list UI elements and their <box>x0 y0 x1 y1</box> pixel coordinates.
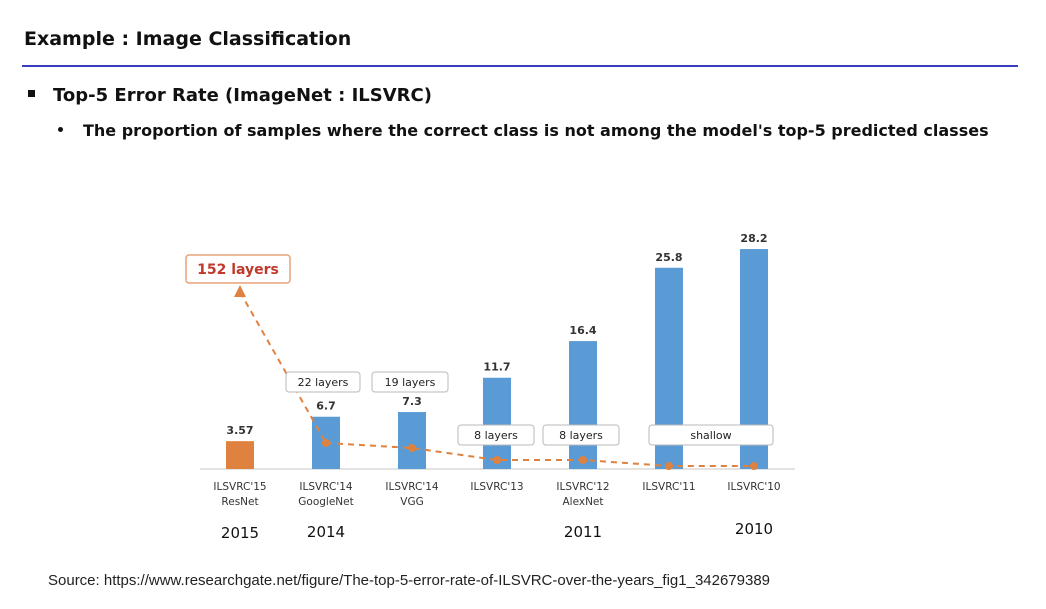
depth-label-1: 22 layers <box>298 376 349 389</box>
square-bullet-icon <box>28 90 35 97</box>
trend-marker-1 <box>408 444 416 452</box>
category-label-2-1: VGG <box>400 496 423 508</box>
value-label-4: 16.4 <box>569 324 596 337</box>
trend-marker-3 <box>579 456 587 464</box>
bar-0 <box>226 441 254 469</box>
year-label-2014: 2014 <box>307 523 345 541</box>
category-label-1-1: GoogleNet <box>298 496 353 508</box>
depth-label-box-3 <box>457 424 535 446</box>
category-label-4-0: ILSVRC'12 <box>556 481 609 493</box>
depth-label-0: 152 layers <box>197 262 279 278</box>
depth-label-5: shallow <box>690 429 731 442</box>
bar-2 <box>398 412 426 469</box>
category-label-0-1: ResNet <box>221 496 258 508</box>
sub-bullet-text: The proportion of samples where the corr… <box>83 121 989 140</box>
depth-label-box-0 <box>185 254 291 284</box>
slide-title: Example : Image Classification <box>24 28 352 50</box>
source-citation: Source: https://www.researchgate.net/fig… <box>48 572 771 589</box>
value-label-3: 11.7 <box>483 361 510 374</box>
year-label-2011: 2011 <box>564 523 602 541</box>
trend-marker-5 <box>750 462 758 470</box>
value-label-1: 6.7 <box>316 400 336 413</box>
year-label-2010: 2010 <box>735 520 773 538</box>
round-bullet-icon <box>58 127 63 132</box>
sub-bullet-definition: The proportion of samples where the corr… <box>58 121 989 140</box>
value-label-6: 28.2 <box>740 232 767 245</box>
category-label-4-1: AlexNet <box>562 496 603 508</box>
category-label-1-0: ILSVRC'14 <box>299 481 352 493</box>
category-label-0-0: ILSVRC'15 <box>213 481 266 493</box>
category-label-2-0: ILSVRC'14 <box>385 481 438 493</box>
depth-label-3: 8 layers <box>474 429 518 442</box>
category-label-5-0: ILSVRC'11 <box>642 481 695 493</box>
depth-label-2: 19 layers <box>385 376 436 389</box>
bullet-text: Top-5 Error Rate (ImageNet : ILSVRC) <box>53 85 432 106</box>
bar-4 <box>569 341 597 469</box>
bar-3 <box>483 377 511 469</box>
category-label-3-0: ILSVRC'13 <box>470 481 523 493</box>
category-label-6-0: ILSVRC'10 <box>727 481 780 493</box>
trend-line <box>325 442 754 467</box>
trend-marker-0 <box>322 439 330 447</box>
depth-label-box-2 <box>371 371 449 393</box>
value-label-2: 7.3 <box>402 395 422 408</box>
trend-line-resnet <box>239 291 327 444</box>
value-label-5: 25.8 <box>655 251 682 264</box>
depth-label-box-1 <box>285 371 361 393</box>
trend-marker-2 <box>493 456 501 464</box>
bullet-top5-error: Top-5 Error Rate (ImageNet : ILSVRC) <box>28 85 432 106</box>
depth-label-4: 8 layers <box>559 429 603 442</box>
value-label-0: 3.57 <box>226 424 253 437</box>
depth-label-box-5 <box>648 424 774 446</box>
depth-label-box-4 <box>542 424 620 446</box>
title-divider <box>22 65 1018 67</box>
trend-marker-4 <box>665 462 673 470</box>
trend-arrow-icon <box>234 285 246 297</box>
year-label-2015: 2015 <box>221 524 259 542</box>
